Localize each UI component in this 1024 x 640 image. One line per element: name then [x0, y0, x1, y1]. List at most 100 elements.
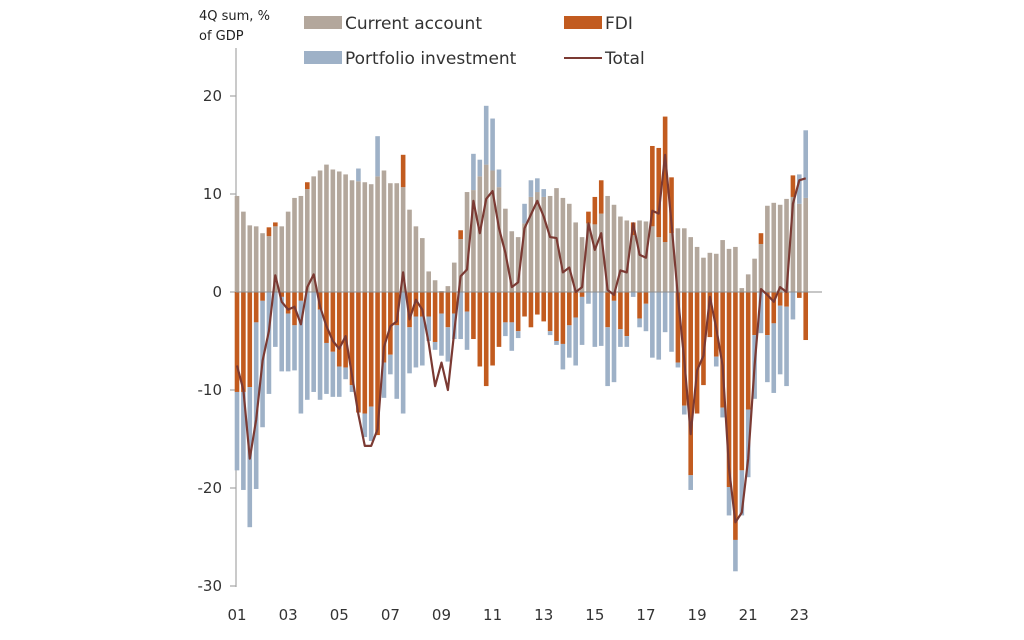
bar-fdi	[752, 292, 757, 336]
bar-portfolio	[637, 318, 642, 328]
bar-portfolio	[618, 329, 623, 347]
bar-current-account	[483, 164, 489, 292]
bar-portfolio	[349, 385, 355, 392]
bar-portfolio	[285, 313, 291, 372]
x-tick-label: 05	[330, 606, 349, 624]
bar-current-account	[285, 211, 291, 292]
legend-swatch-portfolio	[304, 51, 342, 64]
bar-current-account	[803, 197, 809, 292]
bar-fdi	[503, 292, 508, 323]
bar-fdi	[669, 177, 674, 234]
bar-portfolio	[400, 292, 406, 414]
bar-fdi	[707, 292, 713, 338]
bar-fdi	[662, 116, 668, 243]
bar-fdi	[477, 292, 483, 367]
bar-current-account	[464, 192, 470, 292]
bar-current-account	[573, 222, 578, 292]
bar-portfolio	[713, 356, 719, 367]
bar-fdi	[260, 292, 265, 301]
bar-fdi	[490, 292, 495, 366]
bar-current-account	[752, 258, 757, 292]
bar-fdi	[413, 292, 419, 317]
bar-fdi	[701, 292, 706, 386]
y-tick-label: 10	[203, 185, 222, 203]
bar-fdi	[464, 292, 470, 312]
bar-fdi	[471, 292, 476, 340]
bar-fdi	[675, 292, 681, 363]
bar-portfolio	[356, 168, 361, 182]
bar-fdi	[273, 222, 278, 227]
bar-portfolio	[803, 130, 809, 198]
bar-fdi	[726, 292, 732, 488]
bar-fdi	[324, 292, 329, 343]
bar-portfolio	[381, 362, 387, 398]
bar-portfolio	[573, 317, 578, 366]
bar-fdi	[336, 292, 342, 367]
bar-fdi	[758, 233, 764, 244]
bar-current-account	[407, 209, 412, 292]
bar-current-account	[496, 187, 502, 292]
legend-label-total: Total	[604, 49, 645, 69]
bar-current-account	[694, 246, 700, 292]
bar-portfolio	[279, 296, 285, 372]
bar-fdi	[388, 292, 393, 355]
bar-current-account	[579, 237, 585, 292]
bar-portfolio	[790, 292, 796, 320]
bar-current-account	[388, 183, 393, 292]
bar-fdi	[420, 292, 425, 317]
bar-current-account	[637, 220, 642, 292]
bar-fdi	[790, 175, 796, 197]
x-tick-label: 15	[585, 606, 604, 624]
bar-portfolio	[464, 311, 470, 350]
bar-current-account	[400, 187, 406, 292]
x-tick-label: 07	[381, 606, 400, 624]
x-tick-label: 09	[432, 606, 451, 624]
bar-current-account	[349, 180, 355, 292]
bar-fdi	[400, 154, 406, 188]
bar-fdi	[694, 292, 700, 414]
bar-portfolio	[266, 292, 272, 394]
bar-portfolio	[426, 316, 431, 341]
bar-current-account	[292, 197, 297, 292]
bar-portfolio	[509, 322, 515, 351]
bar-current-account	[522, 223, 527, 292]
bar-fdi	[356, 292, 361, 413]
bar-fdi	[777, 292, 783, 306]
bar-portfolio	[598, 292, 604, 346]
bar-current-account	[592, 224, 598, 292]
bar-fdi	[234, 292, 240, 392]
bar-current-account	[298, 195, 304, 292]
bar-portfolio	[458, 292, 463, 340]
bar-portfolio	[541, 189, 547, 197]
bar-fdi	[784, 292, 789, 307]
bar-fdi	[407, 292, 412, 328]
bar-fdi	[432, 292, 438, 342]
bar-portfolio	[439, 313, 444, 356]
x-tick-label: 11	[483, 606, 502, 624]
y-tick-label: 0	[212, 283, 222, 301]
bar-current-account	[420, 238, 425, 292]
bar-portfolio	[643, 303, 649, 332]
bar-current-account	[701, 257, 706, 292]
x-tick-label: 13	[534, 606, 553, 624]
bar-fdi	[573, 292, 578, 318]
bar-portfolio	[483, 105, 489, 165]
bar-fdi	[611, 292, 617, 301]
bar-current-account	[304, 189, 310, 292]
bar-portfolio	[650, 292, 655, 358]
bar-current-account	[745, 274, 751, 292]
bar-current-account	[758, 243, 764, 292]
bar-portfolio	[317, 309, 323, 400]
bar-current-account	[624, 220, 630, 292]
bar-portfolio	[675, 362, 681, 368]
bar-current-account	[720, 240, 725, 292]
bar-fdi	[426, 292, 431, 317]
bar-portfolio	[273, 292, 278, 347]
bar-portfolio	[797, 174, 802, 204]
bar-current-account	[733, 246, 738, 292]
bar-current-account	[324, 164, 329, 292]
bar-portfolio	[362, 413, 368, 438]
bar-fdi	[439, 292, 444, 314]
bar-fdi	[241, 292, 246, 392]
